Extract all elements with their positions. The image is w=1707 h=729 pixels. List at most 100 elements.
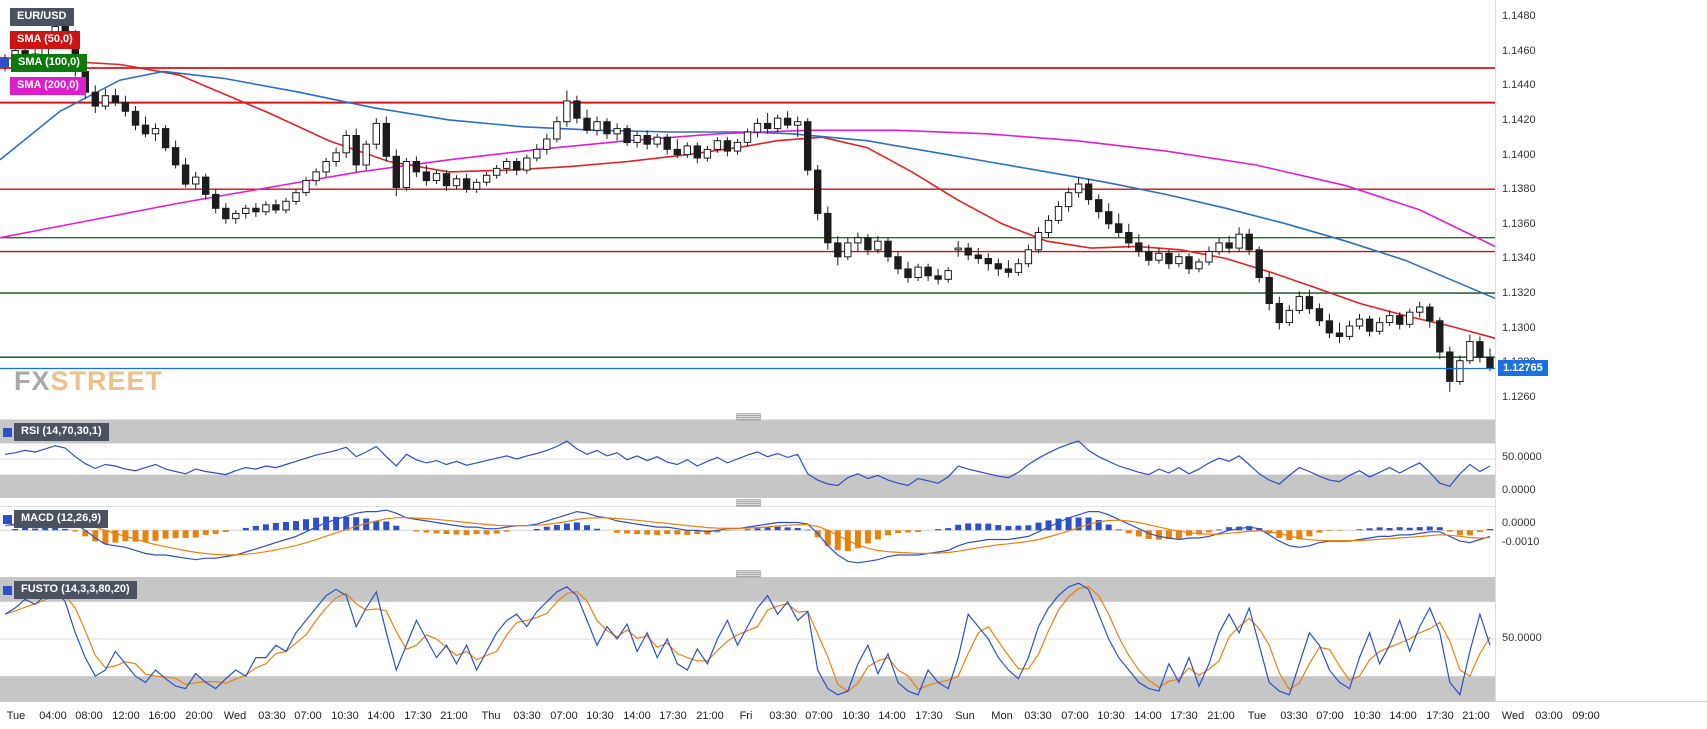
price-chart-canvas[interactable] <box>0 0 1496 412</box>
macd-histogram-bar <box>634 530 641 535</box>
candle-body <box>352 135 360 166</box>
candle-body <box>1205 251 1213 263</box>
indicator-chip-icon[interactable] <box>3 585 12 595</box>
candle-body <box>663 136 671 150</box>
sma200-legend-row: SMA (200,0) <box>0 76 87 95</box>
candle-body <box>904 268 912 279</box>
candle-body <box>1375 322 1384 332</box>
macd-histogram-bar <box>1075 517 1082 531</box>
macd-histogram-bar <box>1175 530 1182 539</box>
macd-histogram-bar <box>553 525 560 531</box>
rsi-chart-canvas[interactable] <box>0 419 1496 498</box>
candle-body <box>1255 249 1263 279</box>
macd-histogram-bar <box>12 529 19 531</box>
candle-body <box>402 161 411 188</box>
macd-histogram-bar <box>764 527 771 531</box>
rsi-badge[interactable]: RSI (14,70,30,1) <box>14 423 109 441</box>
candle-body <box>322 161 330 173</box>
macd-histogram-bar <box>52 526 59 531</box>
macd-histogram-bar <box>1296 530 1303 540</box>
macd-histogram-bar <box>1025 525 1032 531</box>
candle-body <box>533 148 541 159</box>
candle-body <box>392 155 401 189</box>
candle-body <box>292 192 300 202</box>
macd-histogram-bar <box>353 517 360 531</box>
macd-line <box>4 509 1491 564</box>
candle-body <box>1456 360 1464 383</box>
macd-chart-canvas[interactable] <box>0 506 1496 570</box>
macd-histogram-bar <box>594 528 600 531</box>
candle-body <box>1325 320 1334 334</box>
time-axis[interactable]: Tue 04:00 08:00 12:00 16:00 20:00 Wed 03:30 07:0… <box>0 701 1707 729</box>
candle-body <box>222 207 230 220</box>
candle-body <box>1054 206 1063 221</box>
sma100-badge[interactable]: SMA (100,0) <box>11 53 87 72</box>
time-axis-label: 21:00 <box>696 710 724 722</box>
candle-body <box>1225 242 1233 249</box>
price-axis-label: 1.1460 <box>1502 45 1536 57</box>
symbol-legend-row: EUR/USD <box>0 7 87 26</box>
macd-histogram-bar <box>945 528 952 531</box>
indicator-chip-icon[interactable] <box>0 58 9 67</box>
splitter-handle-icon[interactable] <box>736 499 761 507</box>
macd-histogram-bar <box>714 530 721 533</box>
current-price-badge: 1.12765 <box>1498 360 1548 376</box>
splitter-handle-icon[interactable] <box>736 570 761 578</box>
macd-histogram-bar <box>1406 527 1413 531</box>
macd-histogram-bar <box>905 530 911 533</box>
indicator-chip-icon[interactable] <box>3 514 12 524</box>
macd-axis-label: 0.0000 <box>1502 517 1536 529</box>
candle-body <box>643 135 651 145</box>
macd-histogram-bar <box>473 530 480 534</box>
macd-histogram-bar <box>1416 527 1423 531</box>
indicator-chip-icon[interactable] <box>3 427 12 437</box>
macd-histogram-bar <box>383 521 390 531</box>
sma50-badge[interactable]: SMA (50,0) <box>10 30 80 49</box>
axis-separator <box>1495 0 1496 701</box>
macd-histogram-bar <box>1155 530 1162 540</box>
candle-body <box>1355 318 1364 327</box>
stochastic-badge[interactable]: FUSTO (14,3,3,80,20) <box>14 581 137 599</box>
candle-body <box>1385 315 1394 324</box>
candle-body <box>1135 242 1143 253</box>
macd-histogram-bar <box>854 530 861 549</box>
candle-body <box>1416 306 1424 313</box>
macd-histogram-bar <box>1196 530 1202 535</box>
sma200-badge[interactable]: SMA (200,0) <box>10 76 86 95</box>
symbol-badge[interactable]: EUR/USD <box>10 7 74 26</box>
chart-legend: EUR/USD SMA (50,0) SMA (100,0) SMA (200,… <box>0 7 87 100</box>
macd-histogram-bar <box>483 530 490 535</box>
candle-body <box>894 256 902 270</box>
candle-body <box>252 207 260 213</box>
price-axis-label: 1.1440 <box>1502 79 1536 91</box>
rsi-panel-label: RSI (14,70,30,1) <box>3 423 109 441</box>
macd-signal-line <box>4 517 1491 556</box>
candle-body <box>743 131 752 143</box>
time-axis-label: Wed <box>1501 710 1525 722</box>
macd-histogram-bar <box>1226 527 1233 531</box>
macd-histogram-bar <box>192 530 199 538</box>
macd-histogram-bar <box>433 530 440 534</box>
macd-histogram-bar <box>463 530 470 535</box>
macd-histogram-bar <box>624 530 631 534</box>
macd-badge[interactable]: MACD (12,26,9) <box>14 510 109 528</box>
candle-body <box>1084 183 1093 201</box>
macd-histogram-bar <box>1095 520 1102 531</box>
time-axis-label: 03:30 <box>1280 710 1308 722</box>
candle-body <box>422 171 431 182</box>
candle-body <box>553 121 561 140</box>
stochastic-chart-canvas[interactable] <box>0 577 1496 701</box>
candle-body <box>723 140 732 152</box>
macd-histogram-bar <box>22 528 29 531</box>
candle-body <box>683 145 691 156</box>
candle-body <box>192 176 200 185</box>
splitter-handle-icon[interactable] <box>736 413 761 421</box>
macd-histogram-bar <box>1065 517 1072 531</box>
candle-body <box>753 122 762 133</box>
price-axis-label: 1.1380 <box>1502 183 1536 195</box>
candle-body <box>382 122 391 157</box>
macd-histogram-bar <box>614 530 621 533</box>
price-axis-label: 1.1360 <box>1502 218 1536 230</box>
candle-body <box>914 266 922 279</box>
candle-body <box>503 161 511 169</box>
